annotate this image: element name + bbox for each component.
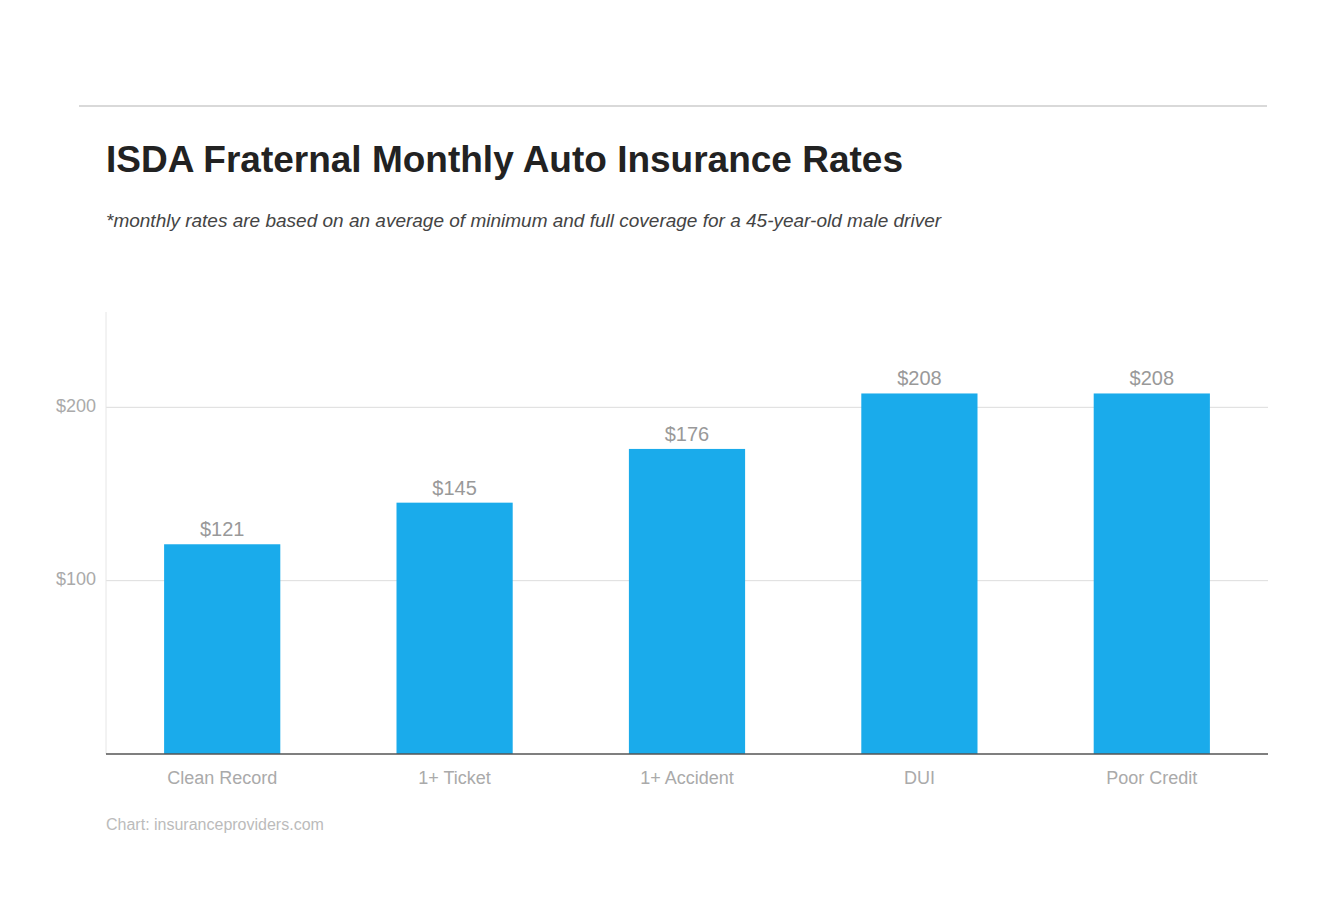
bar (629, 449, 745, 754)
chart-container: ISDA Fraternal Monthly Auto Insurance Ra… (0, 0, 1320, 919)
separator-line (79, 105, 1267, 107)
data-label: $176 (665, 423, 710, 445)
x-tick-label: Clean Record (167, 768, 277, 788)
background (0, 0, 1320, 919)
y-axis-line (106, 312, 107, 754)
page: {"chart_data": {"type": "bar", "title": … (0, 0, 1320, 919)
data-label: $208 (897, 367, 942, 389)
title: ISDA Fraternal Monthly Auto Insurance Ra… (106, 139, 903, 180)
data-label: $145 (432, 477, 477, 499)
bars (164, 393, 1210, 754)
x-tick-label: DUI (904, 768, 935, 788)
chart-svg: ISDA Fraternal Monthly Auto Insurance Ra… (0, 0, 1320, 919)
source: Chart: insuranceproviders.com (106, 816, 324, 833)
subtitle: *monthly rates are based on an average o… (106, 210, 942, 231)
x-axis-line (106, 753, 1268, 755)
x-tick-label: 1+ Accident (640, 768, 734, 788)
bar (861, 393, 977, 754)
y-tick-label: $200 (56, 396, 96, 416)
data-label: $208 (1130, 367, 1175, 389)
x-tick-label: 1+ Ticket (418, 768, 491, 788)
data-label: $121 (200, 518, 245, 540)
bar (164, 544, 280, 754)
bar (397, 503, 513, 754)
x-tick-label: Poor Credit (1106, 768, 1197, 788)
bar (1094, 393, 1210, 754)
y-tick-label: $100 (56, 569, 96, 589)
